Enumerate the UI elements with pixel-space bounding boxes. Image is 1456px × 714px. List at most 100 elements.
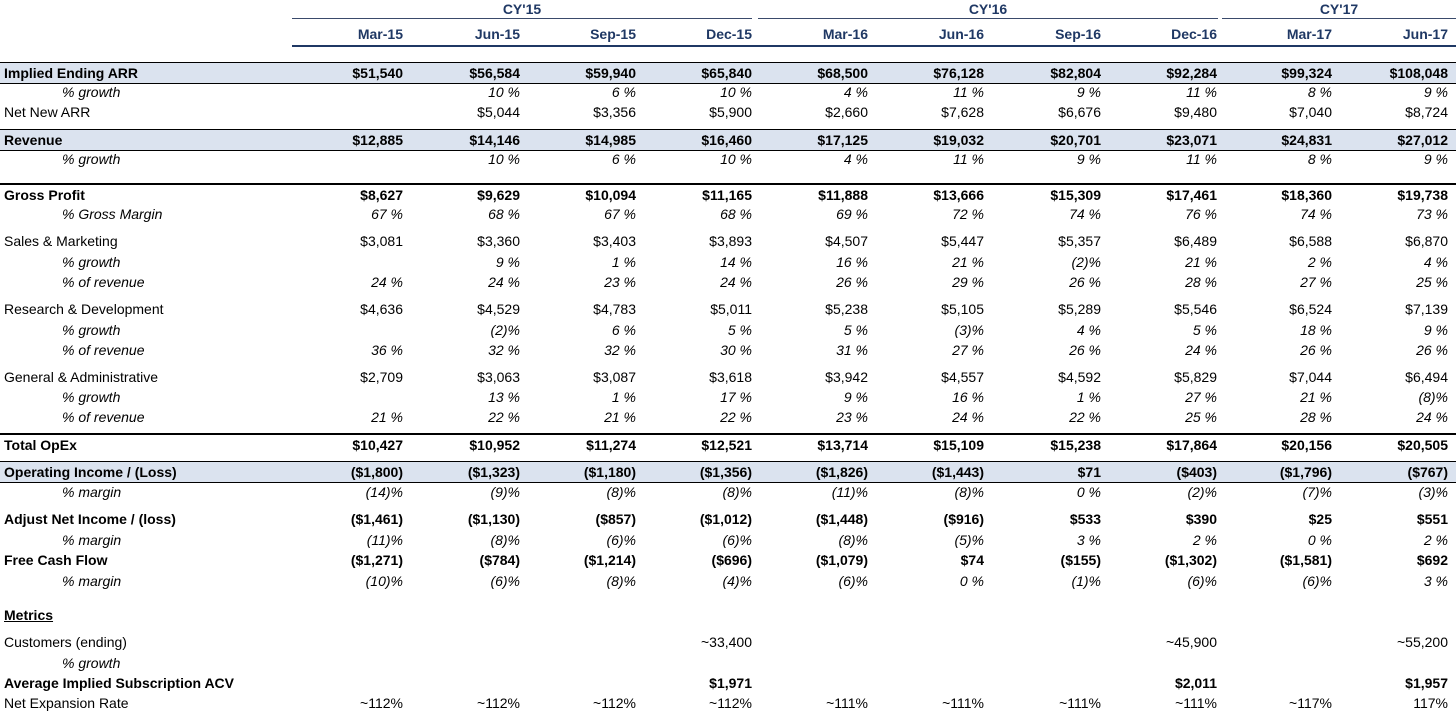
table-cell: $12,521	[701, 437, 752, 453]
table-cell: $82,804	[1050, 65, 1101, 81]
table-cell: 3 %	[1076, 532, 1101, 548]
table-cell: $6,489	[1174, 233, 1217, 249]
table-cell: ($916)	[943, 511, 984, 527]
table-cell: ($784)	[479, 552, 520, 568]
table-row: % growth 10 % 6 % 10 % 4 % 11 % 9 % 11 % 8 % 9 %	[0, 149, 1456, 169]
table-cell: 32 %	[604, 342, 636, 358]
table-cell: 28 %	[1185, 274, 1217, 290]
table-row: Operating Income / (Loss) ($1,800) ($1,323…	[0, 461, 1456, 483]
table-row: Adjust Net Income / (loss) ($1,461) ($1,13…	[0, 509, 1456, 529]
table-cell: (6)%	[838, 573, 868, 589]
row-label: Implied Ending ARR	[4, 65, 139, 81]
row-label: % margin	[62, 532, 122, 548]
table-cell: ~111%	[1059, 695, 1101, 711]
row-label: Free Cash Flow	[4, 552, 108, 568]
table-row: % margin (11)% (8)% (6)% (6)% (8)% (5)% 3 % 2 % 0…	[0, 530, 1456, 550]
table-cell: $19,032	[933, 132, 984, 148]
table-cell: $5,900	[709, 104, 752, 120]
table-cell: $4,529	[477, 301, 520, 317]
table-cell: $74	[960, 552, 984, 568]
period-header-cell: Jun-17	[1402, 25, 1448, 42]
table-cell: ($1,796)	[1279, 464, 1332, 480]
table-cell: 13 %	[488, 389, 520, 405]
table-cell: ~45,900	[1166, 634, 1217, 650]
table-cell: 21 %	[952, 254, 984, 270]
table-cell: $99,324	[1281, 65, 1332, 81]
row-label: Net Expansion Rate	[4, 695, 129, 711]
table-cell: (11)%	[831, 484, 868, 500]
table-cell: $1,957	[1405, 675, 1448, 691]
table-row: % margin (10)% (6)% (8)% (4)% (6)% 0 % (1)% (6)%…	[0, 571, 1456, 591]
table-row: % of revenue 24 % 24 % 23 % 24 % 26 % 29 % 26 %…	[0, 272, 1456, 292]
row-label: % margin	[62, 573, 122, 589]
table-cell: 31 %	[836, 342, 868, 358]
table-cell: 4 %	[1423, 254, 1448, 270]
table-cell: ($767)	[1407, 464, 1448, 480]
table-cell: $17,125	[817, 132, 868, 148]
table-cell: $6,870	[1405, 233, 1448, 249]
table-cell: 67 %	[604, 206, 636, 222]
row-label: Adjust Net Income / (loss)	[4, 511, 176, 527]
table-cell: 4 %	[1076, 322, 1101, 338]
table-cell: 6 %	[611, 322, 636, 338]
table-cell: 72 %	[952, 206, 984, 222]
table-cell: (2)%	[1187, 484, 1217, 500]
table-row: Revenue $12,885 $14,146 $14,985 $16,460 $17,1…	[0, 129, 1456, 151]
table-cell: ~55,200	[1397, 634, 1448, 650]
table-cell: $2,011	[1174, 675, 1217, 691]
row-label: % growth	[62, 84, 121, 100]
table-cell: ($857)	[595, 511, 636, 527]
table-cell: $5,011	[710, 301, 752, 317]
table-cell: 27 %	[952, 342, 984, 358]
table-cell: $76,128	[933, 65, 984, 81]
table-cell: $5,447	[941, 233, 984, 249]
table-cell: 28 %	[1300, 409, 1332, 425]
table-cell: ($696)	[711, 552, 752, 568]
table-row: % growth 13 % 1 % 17 % 9 % 16 % 1 % 27 % 21 % (8)…	[0, 387, 1456, 407]
table-cell: 23 %	[604, 274, 636, 290]
table-cell: $3,403	[593, 233, 636, 249]
row-label: % of revenue	[62, 342, 145, 358]
table-cell: 26 %	[1069, 342, 1101, 358]
table-cell: (4)%	[722, 573, 752, 589]
table-cell: $551	[1416, 511, 1448, 527]
table-cell: ($1,302)	[1164, 552, 1217, 568]
table-cell: 22 %	[1069, 409, 1101, 425]
table-row: General & Administrative $2,709 $3,063 $3,0…	[0, 367, 1456, 387]
table-cell: ($1,214)	[583, 552, 636, 568]
table-cell: 69 %	[836, 206, 868, 222]
row-label: Revenue	[4, 132, 63, 148]
table-row: Net Expansion Rate ~112% ~112% ~112% ~112% ~1…	[0, 693, 1456, 713]
table-cell: (2)%	[490, 322, 520, 338]
table-cell: 11 %	[1186, 84, 1217, 100]
period-header-cell: Jun-15	[474, 25, 520, 42]
table-cell: 9 %	[1423, 84, 1448, 100]
table-cell: (7)%	[1302, 484, 1332, 500]
row-label: % growth	[62, 151, 121, 167]
row-label: % of revenue	[62, 274, 145, 290]
table-cell: $11,165	[702, 187, 752, 203]
table-cell: 11 %	[953, 151, 984, 167]
table-cell: 25 %	[1416, 274, 1448, 290]
table-cell: 18 %	[1300, 322, 1332, 338]
table-cell: (8)%	[606, 573, 636, 589]
table-row: % of revenue 21 % 22 % 21 % 22 % 23 % 24 % 22 %…	[0, 407, 1456, 427]
table-cell: $12,885	[352, 132, 403, 148]
table-cell: (6)%	[1187, 573, 1217, 589]
table-cell: $5,829	[1174, 369, 1217, 385]
table-cell: 10 %	[488, 84, 520, 100]
row-label: Metrics	[4, 607, 54, 623]
row-label: Sales & Marketing	[4, 233, 118, 249]
table-cell: 21 %	[371, 409, 403, 425]
table-cell: 26 %	[1300, 342, 1332, 358]
table-cell: $8,627	[360, 187, 403, 203]
period-header-cell: Dec-15	[706, 25, 752, 42]
table-cell: ($1,581)	[1279, 552, 1332, 568]
row-label: General & Administrative	[4, 369, 159, 385]
table-row: Gross Profit $8,627 $9,629 $10,094 $11,165 $1…	[0, 183, 1456, 205]
table-cell: $390	[1185, 511, 1217, 527]
table-cell: (6)%	[722, 532, 752, 548]
table-cell: $5,238	[825, 301, 868, 317]
table-cell: $4,557	[941, 369, 984, 385]
table-row: % growth (2)% 6 % 5 % 5 % (3)% 4 % 5 % 18 % 9 %	[0, 320, 1456, 340]
